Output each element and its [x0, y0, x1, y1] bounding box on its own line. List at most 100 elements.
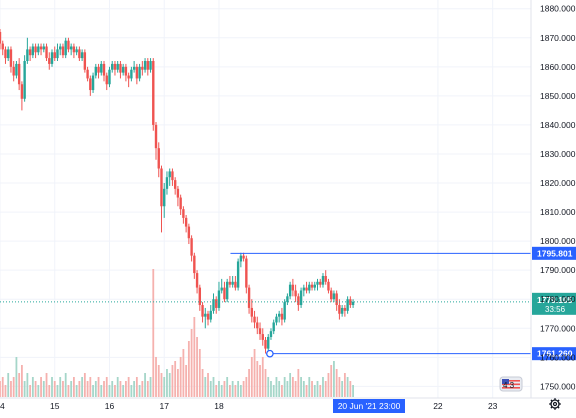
candle-body: [34, 46, 37, 53]
candle-body: [297, 296, 300, 306]
price-tick-label: 1850.000: [540, 91, 576, 101]
volume-bar: [67, 385, 70, 397]
candle-body: [272, 322, 275, 332]
time-tick-label: 16: [105, 401, 115, 411]
volume-bar: [83, 373, 86, 397]
horizontal-levels[interactable]: 1795.801 1761.260: [230, 246, 576, 361]
volume-bar: [73, 377, 75, 397]
candle-body: [67, 40, 70, 50]
currency-badge[interactable]: 4 3: [499, 376, 523, 392]
volume-bar: [138, 385, 141, 397]
volume-bar: [42, 381, 45, 397]
volume-bar: [242, 381, 245, 397]
level-label: 1761.260: [537, 349, 573, 359]
candle-body: [100, 63, 103, 73]
candle-body: [146, 61, 150, 70]
candle-body: [42, 46, 45, 50]
volume-bar: [322, 377, 324, 397]
candle-body: [160, 168, 163, 207]
candle-body: [64, 40, 67, 56]
volume-bar: [294, 381, 297, 397]
volume-bar: [146, 381, 149, 397]
candle-body: [182, 209, 185, 218]
volume-bar: [100, 385, 103, 397]
candle-body: [143, 61, 147, 70]
candle-body: [277, 313, 281, 317]
volume-bar: [0, 381, 1, 397]
candle-body: [204, 313, 207, 317]
candle-body: [269, 331, 273, 337]
volume-bar: [324, 381, 327, 397]
volume-bar: [64, 373, 67, 397]
candle-body: [1, 43, 4, 50]
price-tick-label: 1770.000: [540, 323, 576, 333]
candle-body: [324, 275, 327, 282]
candle-body: [179, 197, 182, 210]
candle-body: [242, 255, 245, 259]
volume-bar: [81, 377, 84, 397]
price-tick-label: 1860.000: [540, 62, 576, 72]
volume-bar: [12, 377, 15, 397]
time-scale[interactable]: 14 15 16 17 18 22 23 20 Jun '21 23:00: [0, 399, 498, 413]
candle-body: [23, 61, 26, 99]
time-tick-label: 23: [488, 401, 498, 411]
volume-bar: [341, 381, 344, 397]
volume-bar: [10, 381, 12, 397]
volume-bar: [56, 385, 59, 397]
volume-bar: [15, 357, 18, 397]
volume-bar: [168, 373, 171, 397]
candle-body: [152, 61, 155, 125]
candle-body: [173, 180, 177, 189]
candle-body: [26, 49, 29, 62]
candle-body: [215, 299, 218, 308]
candlestick-series: [0, 29, 355, 354]
level-label: 1795.801: [537, 248, 573, 258]
volume-bar: [193, 317, 196, 397]
candle-body: [69, 46, 73, 50]
time-tick-label: 18: [214, 401, 224, 411]
volume-bar: [256, 361, 259, 397]
candle-body: [294, 290, 297, 297]
volume-bar: [187, 341, 190, 397]
volume-bar: [291, 377, 294, 397]
candle-body: [157, 148, 160, 169]
volume-bar: [111, 381, 114, 397]
candle-body: [80, 52, 84, 59]
volume-bar: [333, 361, 335, 397]
candle-body: [121, 66, 125, 73]
candle-body: [223, 287, 226, 300]
candle-body: [349, 299, 352, 306]
candle-body: [102, 63, 106, 76]
candle-body: [193, 255, 196, 274]
candle-body: [17, 63, 21, 85]
volume-bar: [149, 377, 152, 397]
gear-icon[interactable]: [549, 398, 561, 410]
volume-bar: [212, 377, 215, 397]
candle-body: [264, 339, 267, 349]
volume-bar: [300, 377, 302, 397]
price-scale[interactable]: 1880.000 1870.000 1860.000 1850.000 1840.000…: [540, 4, 576, 392]
volume-bar: [97, 377, 100, 397]
volume-bar: [20, 365, 23, 397]
volume-bar: [302, 381, 305, 397]
volume-bar: [114, 385, 116, 397]
candle-body: [258, 328, 262, 335]
candle-body: [9, 49, 13, 67]
volume-bar: [125, 381, 127, 397]
candle-body: [0, 31, 2, 44]
volume-bar: [237, 381, 240, 397]
volume-bar: [305, 385, 308, 397]
candle-body: [124, 66, 128, 76]
candle-body: [283, 302, 286, 320]
volume-bar: [166, 369, 168, 397]
current-price-tag: [532, 292, 576, 315]
candle-body: [267, 336, 270, 349]
volume-bar: [281, 385, 283, 397]
candle-body: [59, 46, 62, 50]
candle-body: [321, 275, 325, 285]
volume-bar: [190, 329, 193, 397]
volume-bar: [144, 373, 146, 397]
candle-body: [198, 287, 202, 306]
